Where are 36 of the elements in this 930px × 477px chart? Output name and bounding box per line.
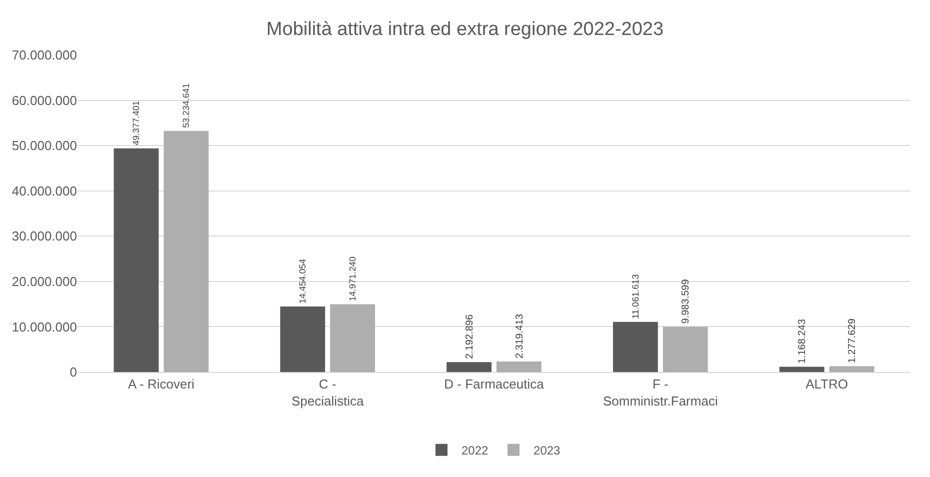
x-tick-label: ALTRO	[806, 376, 848, 392]
bar	[280, 306, 326, 372]
data-label: 1.277.629	[847, 318, 858, 364]
y-tick-label: 70.000.000	[12, 48, 77, 63]
bar	[662, 326, 708, 372]
data-label: 1.168.243	[797, 318, 808, 364]
data-label: 9.983.599	[680, 278, 692, 324]
data-label: 11.061.613	[630, 274, 640, 319]
data-label: 53.234.641	[181, 83, 192, 128]
y-tick-label: 40.000.000	[12, 183, 77, 198]
data-label: 49.377.401	[131, 100, 142, 146]
y-tick-label: 0	[70, 364, 77, 380]
bar	[612, 322, 658, 372]
x-tick-label: F - Somministr.Farmaci	[602, 376, 718, 408]
bar	[779, 366, 824, 372]
legend-label: 2022	[462, 444, 489, 458]
bar	[496, 362, 542, 372]
bar	[164, 130, 209, 372]
x-tick-label: A - Ricoveri	[128, 376, 195, 392]
y-tick-label: 30.000.000	[12, 228, 77, 244]
bar	[330, 304, 376, 372]
x-tick-label: C - Specialistica	[291, 376, 364, 408]
y-tick-label: 20.000.000	[12, 274, 77, 289]
data-label: 2.319.413	[514, 313, 526, 358]
data-label: 14.971.240	[348, 256, 358, 302]
chart-title: Mobilità attiva intra ed extra regione 2022-2023	[266, 18, 664, 40]
bar	[446, 362, 492, 372]
bar	[114, 148, 159, 372]
y-tick-label: 10.000.000	[12, 319, 77, 334]
data-label: 14.454.054	[298, 258, 308, 304]
legend-label: 2023	[534, 444, 561, 458]
bar	[829, 366, 874, 372]
y-tick-label: 60.000.000	[12, 92, 77, 108]
data-label: 2.192.896	[464, 314, 476, 360]
x-tick-label: D - Farmaceutica	[444, 376, 545, 392]
y-tick-label: 50.000.000	[12, 138, 77, 154]
